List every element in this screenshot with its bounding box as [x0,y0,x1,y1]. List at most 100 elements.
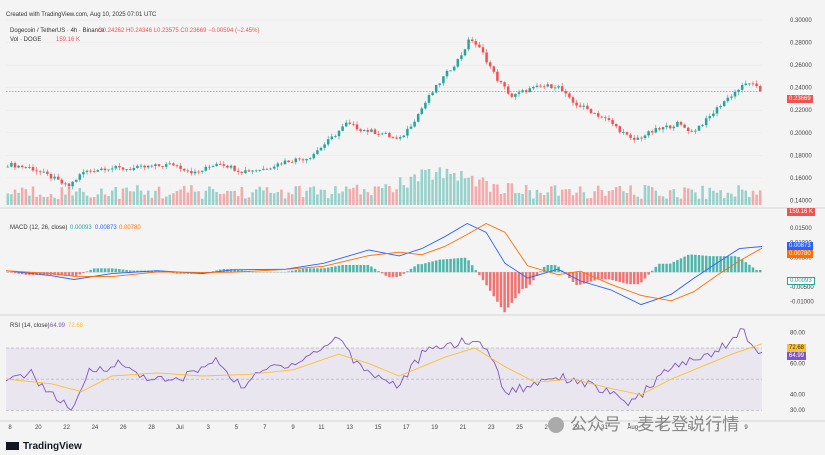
candle-body [103,168,107,171]
volume-bar [532,198,535,205]
volume-bar [488,191,492,205]
volume-bar [636,196,640,205]
candle-body [334,136,337,137]
macd-histogram-bar [683,256,686,273]
candle-body [758,86,762,92]
candle-body [283,160,287,165]
macd-histogram-bar [694,254,697,273]
macd-histogram-bar [492,272,496,297]
candle-body [67,183,71,187]
candle-body [460,55,463,60]
macd-histogram-bar [240,270,244,273]
volume-bar [294,186,298,205]
macd-histogram-bar [431,261,434,273]
time-tick-label: 19 [431,425,438,431]
candle-body [690,130,694,132]
candle-body [636,137,640,140]
macd-histogram-bar [719,256,722,273]
volume-bar [751,190,755,205]
volume-bar [118,198,121,205]
macd-histogram-bar [629,272,632,285]
candle-body [755,83,758,87]
candle-body [593,113,596,114]
candle-body [452,66,456,71]
candle-body [478,44,481,48]
volume-bar [474,186,478,205]
volume-bar [629,185,632,205]
candle-body [550,84,553,89]
rsi-line [5,328,763,411]
macd-histogram-bar [110,268,114,273]
candle-body [542,86,546,88]
candle-body [481,47,485,53]
volume-bar [643,185,647,205]
volume-bar [604,195,607,205]
macd-histogram-bar [60,272,64,276]
tradingview-logo[interactable]: TradingView [6,441,82,452]
volume-bar [330,194,334,205]
volume-bar [654,190,658,205]
candle-body [726,97,730,102]
candle-body [470,39,474,42]
price-tick-label: 0.18000 [790,153,812,159]
volume-bar [758,190,762,205]
candle-body [402,135,406,138]
time-tick-label: 20 [35,425,42,431]
macd-histogram-bar [481,272,485,281]
time-tick-label: 29 [573,425,580,431]
volume-bar [571,195,575,205]
macd-histogram-bar [355,264,359,273]
volume-bar [607,190,611,205]
macd-histogram-bar [758,269,762,273]
volume-bar [492,184,496,205]
rsi-tick-label: 80.00 [790,330,806,336]
macd-histogram-bar [424,263,427,273]
volume-bar [265,187,269,205]
macd-histogram-bar [416,264,420,273]
volume-bar [701,185,704,205]
macd-histogram-bar [38,272,42,275]
macd-histogram-bar [704,255,708,273]
volume-bar [424,169,427,205]
volume-bar [110,190,114,205]
macd-histogram-bar [388,272,391,277]
candle-body [686,127,690,132]
macd-histogram-bar [640,272,643,283]
macd-tick-label: 0.00500 [790,255,812,261]
volume-bar [452,172,456,205]
time-tick-label: 7 [716,425,720,431]
volume-bar [449,174,452,205]
volume-bar [690,189,694,205]
time-tick-label: 24 [92,425,99,431]
candle-body [442,76,445,84]
price-tick-label: 0.22000 [790,108,812,114]
macd-histogram-bar [125,269,128,273]
volume-bar [355,184,359,205]
time-tick-label: 9 [291,425,295,431]
macd-histogram-bar [434,260,438,273]
volume-bar [157,186,161,205]
candle-body [647,131,650,136]
candle-body [294,158,298,163]
candle-body [474,41,478,45]
candle-body [323,144,326,148]
price-tag: 0.23669 [787,95,813,103]
volume-bar [481,177,485,205]
volume-bar [229,191,233,205]
candle-body [107,169,110,171]
candle-body [632,137,636,140]
volume-bar [96,194,100,205]
time-tick-label: 22 [63,425,70,431]
macd-histogram-bar [233,269,236,273]
candle-body [10,163,13,167]
volume-value: 159.16 K [56,37,81,43]
volume-bar [676,197,679,205]
volume-bar [391,192,395,205]
volume-bar [172,193,175,205]
volume-bar [467,177,470,205]
candle-body [229,165,233,168]
rsi-tick-label: 40.00 [790,393,806,399]
volume-bar [143,194,146,205]
macd-histogram-bar [506,272,510,308]
